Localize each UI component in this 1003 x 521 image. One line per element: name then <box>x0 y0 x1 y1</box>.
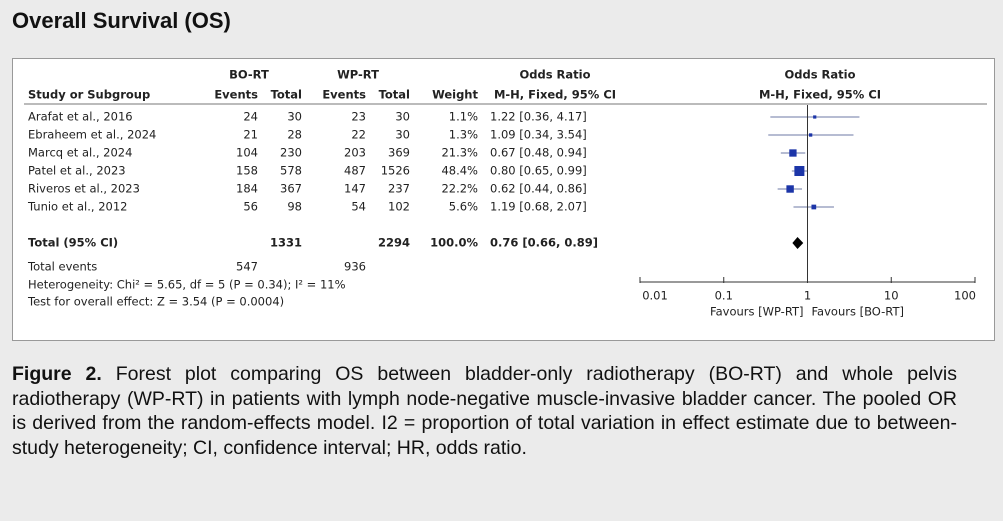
x-tick-label: 100 <box>954 289 976 303</box>
study-square <box>811 204 817 210</box>
total: 1526 <box>381 164 410 178</box>
group-header: WP-RT <box>337 68 379 82</box>
column-header: M-H, Fixed, 95% CI <box>494 88 616 102</box>
forest-plot: BO-RT WP-RT Odds Ratio Odds Ratio Study or S… <box>12 58 995 341</box>
study-name: Ebraheem et al., 2024 <box>28 128 156 142</box>
study-square <box>808 133 813 137</box>
weight: 48.4% <box>441 164 478 178</box>
study-name: Marcq et al., 2024 <box>28 146 132 160</box>
events: 158 <box>236 164 258 178</box>
total: 2294 <box>378 236 410 250</box>
study-name: Tunio et al., 2012 <box>27 200 127 214</box>
weight: 100.0% <box>430 236 478 250</box>
x-tick-label: 0.1 <box>715 289 733 303</box>
total: 237 <box>388 182 410 196</box>
events: 936 <box>344 260 366 274</box>
or-header: Odds Ratio <box>519 68 590 82</box>
column-header: Total <box>271 88 302 102</box>
study-square <box>786 185 794 193</box>
events: 104 <box>236 146 258 160</box>
total: 30 <box>395 110 410 124</box>
column-header: Weight <box>432 88 478 102</box>
column-header: Total <box>379 88 410 102</box>
study-square <box>794 165 805 177</box>
odds-ratio: 0.76 [0.66, 0.89] <box>490 236 598 250</box>
weight: 22.2% <box>441 182 478 196</box>
total: 102 <box>388 200 410 214</box>
total: 230 <box>280 146 302 160</box>
total: 30 <box>287 110 302 124</box>
events: 547 <box>236 260 258 274</box>
pooled-diamond <box>792 237 804 249</box>
total: 369 <box>388 146 410 160</box>
events: 22 <box>351 128 366 142</box>
events: 147 <box>344 182 366 196</box>
total: 367 <box>280 182 302 196</box>
weight: 1.3% <box>449 128 478 142</box>
x-tick-label: 1 <box>804 289 811 303</box>
total-label: Total (95% CI) <box>28 236 118 250</box>
odds-ratio: 0.80 [0.65, 0.99] <box>490 164 587 178</box>
odds-ratio: 1.22 [0.36, 4.17] <box>490 110 587 124</box>
column-header: Events <box>322 88 366 102</box>
caption: Figure 2. Forest plot comparing OS betwe… <box>12 362 957 460</box>
events: 487 <box>344 164 366 178</box>
x-tick-label: 0.01 <box>642 289 668 303</box>
odds-ratio: 0.62 [0.44, 0.86] <box>490 182 587 196</box>
heterogeneity: Heterogeneity: Chi² = 5.65, df = 5 (P = … <box>28 278 346 292</box>
events: 184 <box>236 182 258 196</box>
total-events-label: Total events <box>27 260 97 274</box>
events: 21 <box>243 128 258 142</box>
page-title: Overall Survival (OS) <box>12 8 231 33</box>
caption-label: Figure 2. <box>12 363 102 385</box>
total: 98 <box>287 200 302 214</box>
plot-header: M-H, Fixed, 95% CI <box>759 88 881 102</box>
favours-left: Favours [WP-RT] <box>710 305 803 319</box>
total: 1331 <box>270 236 302 250</box>
odds-ratio: 1.19 [0.68, 2.07] <box>490 200 587 214</box>
events: 203 <box>344 146 366 160</box>
study-name: Arafat et al., 2016 <box>28 110 133 124</box>
events: 24 <box>243 110 258 124</box>
total: 578 <box>280 164 302 178</box>
weight: 1.1% <box>449 110 478 124</box>
caption-text: Forest plot comparing OS between bladder… <box>12 363 957 459</box>
events: 23 <box>351 110 366 124</box>
column-header: Events <box>214 88 258 102</box>
study-square <box>813 115 817 119</box>
events: 56 <box>243 200 258 214</box>
study-name: Riveros et al., 2023 <box>28 182 140 196</box>
weight: 21.3% <box>441 146 478 160</box>
odds-ratio: 1.09 [0.34, 3.54] <box>490 128 587 142</box>
total: 30 <box>395 128 410 142</box>
figure-box <box>12 58 995 341</box>
study-square <box>789 149 797 157</box>
column-header: Study or Subgroup <box>28 88 150 102</box>
study-name: Patel et al., 2023 <box>28 164 126 178</box>
events: 54 <box>351 200 366 214</box>
odds-ratio: 0.67 [0.48, 0.94] <box>490 146 587 160</box>
total: 28 <box>287 128 302 142</box>
weight: 5.6% <box>449 200 478 214</box>
x-tick-label: 10 <box>884 289 899 303</box>
favours-right: Favours [BO-RT] <box>812 305 904 319</box>
plot-header: Odds Ratio <box>784 68 855 82</box>
overall-test: Test for overall effect: Z = 3.54 (P = 0… <box>27 295 284 309</box>
group-header: BO-RT <box>229 68 269 82</box>
